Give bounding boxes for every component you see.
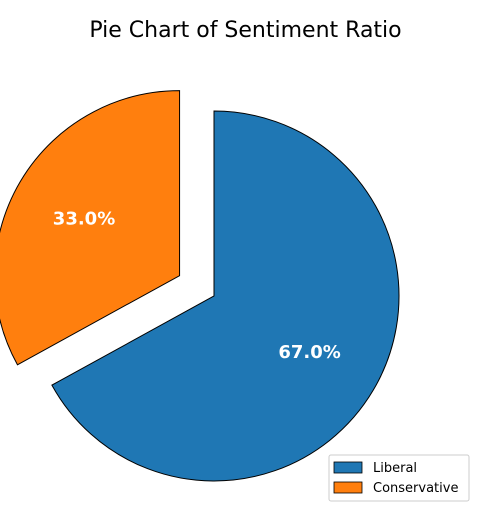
legend-swatch-conservative [333,481,363,494]
pie-slice-liberal [51,110,400,482]
legend-label-conservative: Conservative [373,481,458,496]
chart-title: Pie Chart of Sentiment Ratio [89,18,401,43]
legend: Liberal Conservative [328,454,470,502]
slice-label-liberal: 67.0% [278,342,340,363]
legend-label-liberal: Liberal [373,461,417,476]
slice-label-conservative: 33.0% [53,209,115,230]
pie-slice-conservative [0,90,181,366]
pie-slices [0,90,400,482]
legend-swatch-liberal [333,461,363,474]
legend-frame [328,454,470,502]
slice-value-labels: 67.0% 33.0% [53,209,341,363]
